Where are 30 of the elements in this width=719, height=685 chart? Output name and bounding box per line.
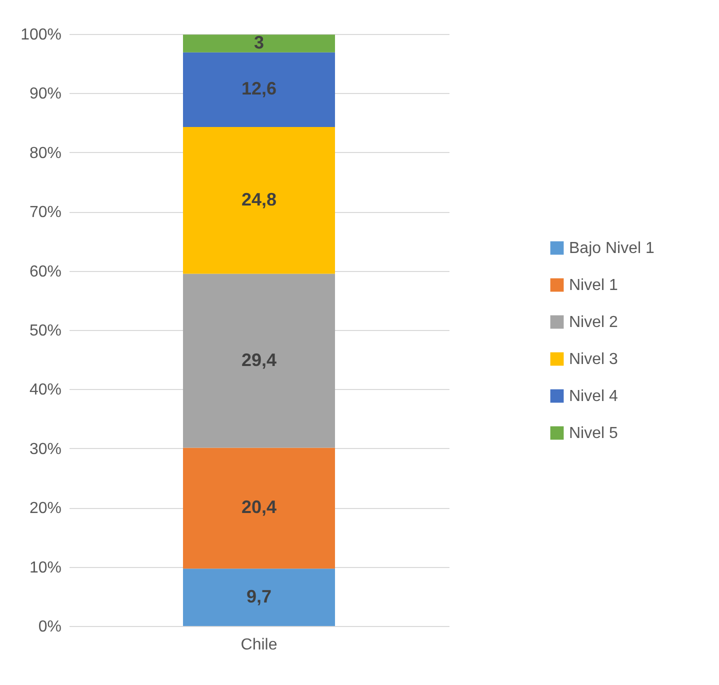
data-label: 24,8 <box>241 189 277 210</box>
bar <box>183 448 335 569</box>
bar <box>183 274 335 448</box>
data-label: 9,7 <box>246 586 272 606</box>
y-tick-label: 0% <box>38 618 62 636</box>
data-label: 3 <box>254 32 264 52</box>
bar <box>183 568 335 626</box>
y-tick-label: 90% <box>29 86 62 103</box>
legend-label: Nivel 3 <box>569 351 618 368</box>
y-tick-label: 80% <box>29 144 62 162</box>
y-tick-label: 50% <box>29 322 62 340</box>
y-tick-label: 100% <box>20 26 62 44</box>
legend-label: Nivel 1 <box>569 277 618 294</box>
legend-label: Nivel 4 <box>569 388 618 405</box>
y-tick-label: 30% <box>29 440 62 458</box>
bar <box>183 126 335 274</box>
y-tick-label: 20% <box>29 500 62 518</box>
data-label: 20,4 <box>241 497 277 518</box>
y-tick-label: 10% <box>29 559 62 576</box>
data-label: 29,4 <box>241 350 277 370</box>
y-tick-label: 60% <box>29 263 62 280</box>
bar <box>183 34 335 52</box>
legend-label: Nivel 5 <box>569 425 618 442</box>
data-label: 12,6 <box>241 78 277 99</box>
bar <box>183 52 335 127</box>
legend-label: Nivel 2 <box>569 314 618 331</box>
y-tick-label: 40% <box>29 382 62 399</box>
y-tick-label: 70% <box>29 204 62 222</box>
x-tick-label: Chile <box>240 636 278 654</box>
legend-label: Bajo Nivel 1 <box>569 240 654 257</box>
